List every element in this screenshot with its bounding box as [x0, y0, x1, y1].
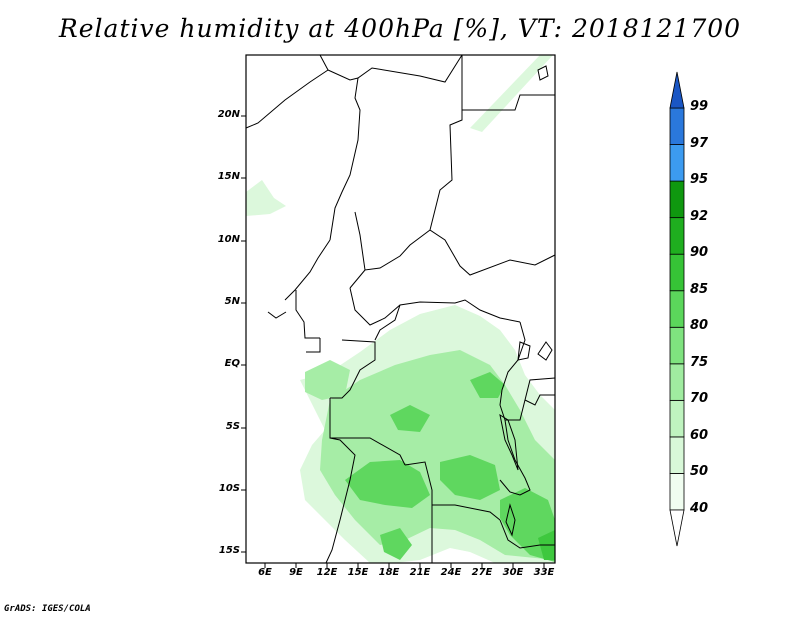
lon-tick-label: 30E — [502, 567, 524, 578]
colorbar-top-arrow — [669, 71, 685, 109]
lat-tick-label: 15S — [218, 545, 240, 556]
colorbar-label: 99 — [690, 99, 709, 114]
colorbar-label: 85 — [690, 281, 709, 297]
humidity-area-west-mid — [305, 360, 350, 400]
lat-tick-label: 20N — [217, 109, 240, 120]
colorbar — [669, 71, 685, 547]
colorbar-swatch — [669, 473, 685, 511]
colorbar-label: 80 — [690, 318, 709, 334]
colorbar-swatch — [669, 144, 685, 182]
humidity-area-core-east — [470, 372, 505, 398]
humidity-area-core-southwest — [345, 460, 430, 508]
country-borders — [245, 54, 556, 564]
colorbar-label: 97 — [690, 135, 709, 151]
colorbar-swatch — [669, 180, 685, 219]
credit-text: GrADS: IGES/COLA — [4, 604, 91, 614]
lon-tick-label: 9E — [289, 567, 303, 578]
humidity-area-central-mid — [320, 350, 555, 560]
lat-tick-label: 5N — [224, 296, 240, 307]
lat-tick-label: 10S — [218, 483, 240, 494]
humidity-area-core-south — [380, 528, 412, 560]
colorbar-swatch — [669, 290, 685, 328]
lat-tick-label: EQ — [224, 358, 240, 369]
colorbar-swatch — [669, 436, 685, 474]
colorbar-swatch — [669, 399, 685, 438]
colorbar-label: 90 — [690, 245, 709, 261]
map-frame — [245, 54, 556, 564]
lon-tick-label: 6E — [258, 567, 272, 578]
lon-tick-label: 27E — [471, 567, 493, 578]
colorbar-label: 75 — [690, 354, 709, 370]
colorbar-swatch — [669, 217, 685, 255]
lon-tick-label: 12E — [316, 567, 338, 578]
colorbar-label: 70 — [690, 391, 709, 407]
colorbar-label: 60 — [690, 427, 709, 443]
lat-tick-marks — [241, 115, 246, 553]
humidity-area-northeast-streak — [470, 55, 553, 132]
map-title: Relative humidity at 400hPa [%], VT: 201… — [58, 14, 742, 43]
lon-tick-label: 21E — [409, 567, 431, 578]
humidity-area-core-center — [390, 405, 430, 432]
colorbar-label: 92 — [690, 208, 709, 224]
lat-tick-label: 5S — [225, 421, 240, 432]
humidity-area-core-south-central — [440, 455, 500, 500]
lon-tick-label: 18E — [378, 567, 400, 578]
colorbar-label: 50 — [690, 464, 709, 480]
humidity-shading — [246, 55, 555, 563]
colorbar-label: 95 — [690, 172, 709, 188]
lon-tick-marks — [264, 563, 545, 568]
lat-tick-label: 10N — [217, 234, 240, 245]
colorbar-swatch — [669, 326, 685, 365]
colorbar-swatch — [669, 107, 685, 145]
colorbar-swatch — [669, 363, 685, 401]
colorbar-bottom-arrow — [669, 509, 685, 547]
lon-tick-label: 15E — [347, 567, 369, 578]
lat-tick-label: 15N — [217, 171, 240, 182]
lon-tick-label: 24E — [440, 567, 462, 578]
colorbar-label: 40 — [690, 501, 709, 516]
colorbar-swatch — [669, 253, 685, 292]
lon-tick-label: 33E — [533, 567, 555, 578]
humidity-area-west-patch — [246, 180, 286, 216]
